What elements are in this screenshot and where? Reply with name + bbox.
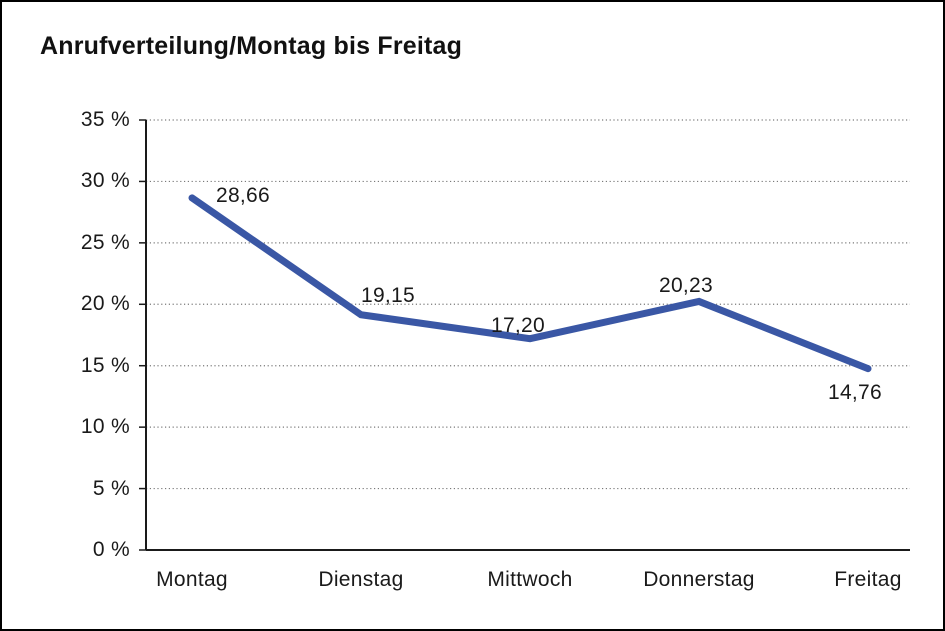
y-tick-label: 20 %: [80, 292, 130, 316]
y-tick-label: 25 %: [80, 230, 130, 254]
series-line: [188, 194, 872, 373]
y-tick-label: 0 %: [92, 538, 130, 561]
data-point-label: 19,15: [360, 283, 416, 307]
data-point-label: 17,20: [490, 313, 546, 337]
data-point-label: 14,76: [827, 380, 883, 404]
y-tick-label: 5 %: [92, 476, 130, 500]
data-point-label: 28,66: [215, 183, 271, 207]
x-axis-label: Donnerstag: [643, 568, 755, 591]
x-axis-label: Montag: [156, 568, 228, 591]
y-tick-label: 35 %: [80, 108, 130, 131]
y-tick-label: 30 %: [80, 169, 130, 193]
y-tick-label: 10 %: [80, 415, 130, 439]
chart-title: Anrufverteilung/Montag bis Freitag: [40, 32, 463, 60]
x-axis-label: Mittwoch: [487, 568, 573, 591]
x-axis-label: Dienstag: [318, 568, 404, 591]
data-point-label: 20,23: [658, 274, 714, 298]
y-tick-label: 15 %: [80, 353, 130, 377]
x-axis-label: Freitag: [834, 568, 902, 591]
